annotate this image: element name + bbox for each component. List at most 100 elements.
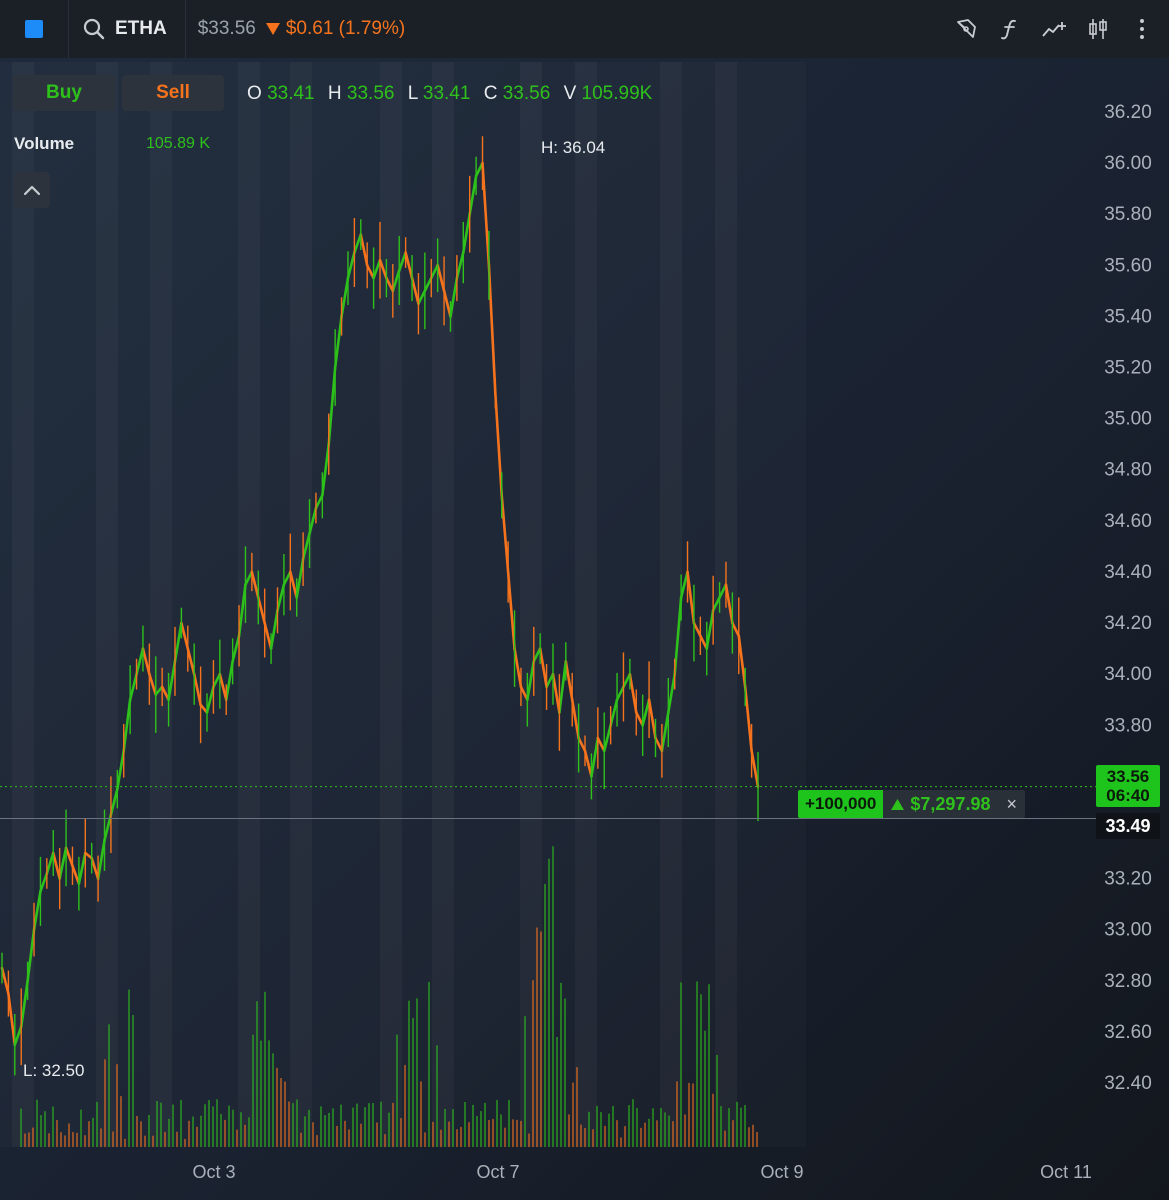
indicator-icon [1042, 22, 1066, 37]
price-segment [333, 315, 343, 369]
volume-bar [696, 981, 698, 1147]
volume-bar [44, 1111, 46, 1147]
volume-bar [436, 1045, 438, 1147]
y-tick-label: 34.40 [1104, 562, 1152, 583]
volume-bar [244, 1124, 246, 1147]
volume-bar [184, 1138, 186, 1147]
price-segment [314, 493, 324, 510]
volume-bar [28, 1132, 30, 1147]
price-segment [237, 583, 247, 638]
price-segment [186, 647, 196, 676]
price-segment [116, 749, 126, 791]
volume-bar [600, 1112, 602, 1147]
price-segment [7, 992, 17, 1046]
volume-bar [552, 846, 554, 1147]
price-segment [468, 174, 478, 216]
volume-bar [492, 1119, 494, 1147]
function-button[interactable] [997, 16, 1023, 42]
y-tick-label: 35.20 [1104, 358, 1152, 379]
price-segment [442, 289, 452, 318]
volume-bar [112, 1131, 114, 1147]
volume-bar [608, 1113, 610, 1147]
price-segment [481, 161, 491, 267]
volume-bar [740, 1107, 742, 1147]
time-axis: Oct 3 Oct 7 Oct 9 Oct 11 [192, 1162, 1091, 1182]
price-segment [590, 736, 600, 778]
price-segment [289, 570, 299, 599]
price-segment [192, 672, 202, 707]
volume-bar [276, 1067, 278, 1147]
price-chart[interactable]: 36.20 36.00 35.80 35.60 35.40 35.20 35.00 34.80… [0, 58, 1169, 1200]
volume-bar [388, 1112, 390, 1147]
price-segment [269, 608, 279, 650]
price-segment [577, 736, 587, 753]
buy-button[interactable]: Buy [13, 75, 115, 111]
price-segment [667, 672, 677, 714]
volume-bar [228, 1105, 230, 1147]
volume-bar [72, 1132, 74, 1147]
volume-bar [200, 1115, 202, 1147]
volume-bar [376, 1122, 378, 1147]
volume-bar [684, 1114, 686, 1147]
symbol-search[interactable]: ETHA [69, 0, 186, 58]
indicators-button[interactable] [1041, 16, 1067, 42]
volume-bar [732, 1120, 734, 1147]
price-segment [205, 685, 215, 714]
price-change: $0.61 (1.79%) [265, 18, 405, 40]
position-pnl-value: $7,297.98 [910, 793, 991, 814]
volume-bar [164, 1131, 166, 1147]
volume-bar [632, 1099, 634, 1147]
volume-pane-label: Volume [14, 134, 75, 153]
y-tick-label: 34.00 [1104, 664, 1152, 685]
price-segment [500, 493, 510, 574]
volume-bar [288, 1101, 290, 1147]
y-tick-label: 34.60 [1104, 511, 1152, 532]
volume-bar [356, 1103, 358, 1147]
open-value: 33.41 [267, 83, 315, 104]
volume-bar [188, 1120, 190, 1147]
price-segment [532, 647, 542, 663]
volume-bar [448, 1121, 450, 1147]
chart-type-button[interactable] [1085, 16, 1111, 42]
volume-bar [648, 1118, 650, 1147]
volume-bar [48, 1133, 50, 1147]
price-segment [551, 672, 561, 714]
x-tick-label: Oct 7 [476, 1162, 519, 1182]
volume-bar [428, 981, 430, 1147]
last-price-badge-value: 33.56 [1106, 767, 1150, 786]
volume-bar [180, 1100, 182, 1147]
position-quantity: +100,000 [798, 790, 884, 818]
volume-bar [500, 1114, 502, 1147]
volume-bar [728, 1108, 730, 1147]
y-tick-label: 33.80 [1104, 715, 1152, 736]
price-segment [32, 890, 42, 931]
volume-bar [320, 1106, 322, 1147]
volume-label: V [563, 83, 577, 104]
app-menu[interactable] [0, 0, 69, 58]
volume-bar [396, 1034, 398, 1147]
volume-bar [152, 1135, 154, 1147]
price-segment [391, 269, 401, 293]
volume-bar [516, 1119, 518, 1147]
sell-button[interactable]: Sell [122, 75, 224, 111]
volume-pane-value: 105.89 K [146, 135, 211, 152]
more-button[interactable] [1129, 16, 1155, 42]
close-position-button[interactable]: × [1006, 793, 1017, 814]
position-tag[interactable]: +100,000 $7,297.98 × [798, 790, 1025, 818]
volume-bar [368, 1103, 370, 1147]
volume-bar [460, 1126, 462, 1147]
volume-bar [528, 1133, 530, 1147]
last-price: $33.56 [197, 18, 256, 39]
collapse-pane-button[interactable] [14, 172, 50, 208]
volume-bar [88, 1121, 90, 1147]
volume-bar [68, 1123, 70, 1147]
volume-bar [256, 1001, 258, 1147]
volume-bar [452, 1109, 454, 1147]
volume-bar [664, 1112, 666, 1147]
low-label: L: 32.50 [23, 1061, 84, 1080]
volume-bar [668, 1115, 670, 1147]
drawing-tool-button[interactable] [953, 16, 979, 42]
price-segment [167, 660, 177, 702]
volume-bar [196, 1126, 198, 1147]
volume-bar [172, 1104, 174, 1147]
